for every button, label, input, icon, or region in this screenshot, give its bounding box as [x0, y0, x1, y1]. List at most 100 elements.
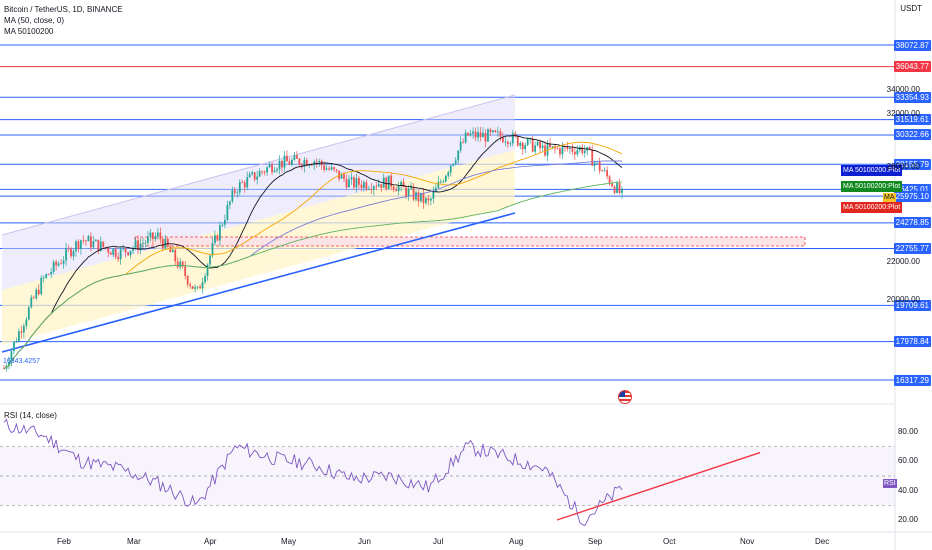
candle-body [204, 276, 206, 283]
price-label: 28155.79 [893, 158, 931, 170]
candle-body [85, 240, 87, 242]
price-label: 24278.85 [893, 217, 931, 229]
candle-body [482, 132, 484, 138]
candle-body [82, 240, 85, 242]
candle-body [499, 131, 502, 137]
candle-body [251, 172, 254, 175]
candle-body [228, 201, 231, 205]
candle-body [305, 159, 308, 166]
candle-body [233, 190, 236, 193]
candle-body [400, 182, 403, 186]
candle-body [315, 161, 318, 163]
candle-body [266, 167, 268, 173]
candle-body [474, 131, 477, 138]
candle-body [161, 239, 164, 249]
candle-body [516, 136, 519, 146]
candle-body [50, 272, 53, 275]
candle-body [137, 240, 139, 251]
candle-body [47, 274, 50, 275]
candle-body [497, 131, 499, 133]
time-axis-label: Apr [204, 537, 217, 546]
candle-body [10, 351, 13, 362]
candle-body [353, 177, 355, 188]
candle-body [226, 204, 229, 220]
candle-body [283, 155, 286, 168]
candle-body [571, 148, 574, 152]
candle-body [367, 188, 370, 190]
time-axis-label: May [281, 537, 297, 546]
candle-body [109, 252, 112, 255]
candle-body [544, 145, 546, 156]
candle-body [17, 331, 20, 342]
ma-plot-label: MA 50100200:Plot [841, 202, 903, 213]
channel-top-line [1, 94, 516, 236]
candle-body [72, 251, 75, 257]
candle-body [176, 261, 179, 268]
rsi-axis-tick: 40.00 [897, 485, 918, 495]
candle-body [425, 198, 427, 204]
candle-body [37, 289, 40, 295]
candle-body [492, 130, 494, 133]
candle-body [504, 141, 507, 143]
candle-body [392, 186, 395, 190]
candle-body [340, 174, 343, 179]
candle-body [601, 170, 604, 172]
candle-body [348, 179, 350, 188]
left-level-label: 16343.4257 [3, 358, 40, 365]
candle-body [248, 174, 251, 178]
us-flag-icon[interactable] [618, 390, 632, 404]
candle-body [149, 232, 152, 237]
rsi-title[interactable]: RSI (14, close) [4, 411, 57, 420]
candle-body [432, 191, 435, 199]
candle-body [156, 232, 159, 237]
candle-body [216, 235, 219, 241]
currency-label[interactable]: USDT [900, 4, 922, 13]
candle-body [288, 161, 291, 165]
candle-body [273, 170, 276, 173]
candle-body [323, 165, 326, 170]
candle-body [243, 182, 246, 188]
price-label: 25975.10 [893, 190, 931, 202]
candle-body [449, 165, 452, 173]
candle-body [189, 284, 192, 287]
candle-body [166, 238, 169, 247]
candle-body [169, 246, 172, 253]
candle-body [325, 168, 328, 170]
candle-body [221, 224, 224, 226]
chart-title[interactable]: Bitcoin / TetherUS, 1D, BINANCE [4, 5, 123, 14]
candle-body [365, 182, 368, 189]
candle-body [335, 169, 338, 171]
candle-body [99, 241, 102, 252]
candle-body [375, 186, 378, 188]
candle-body [345, 178, 348, 188]
candle-body [328, 168, 331, 170]
candle-body [211, 243, 214, 256]
candle-body [484, 132, 487, 142]
price-label: 30322.66 [893, 129, 931, 141]
candle-body [606, 170, 609, 177]
candle-body [613, 186, 616, 193]
time-axis-label: Sep [588, 537, 603, 546]
chart-legend: Bitcoin / TetherUS, 1D, BINANCE MA (50, … [4, 4, 123, 37]
candle-body [142, 243, 144, 244]
candle-body [129, 250, 132, 256]
candle-body [397, 185, 400, 192]
candle-body [459, 141, 462, 151]
candle-body [410, 187, 412, 189]
candle-body [191, 286, 194, 289]
ma50-legend[interactable]: MA (50, close, 0) [4, 16, 65, 25]
price-label: 17978.84 [893, 336, 931, 348]
candle-body [467, 132, 470, 136]
candle-body [372, 186, 375, 190]
candle-body [422, 192, 425, 204]
candle-body [253, 172, 256, 180]
candle-body [310, 164, 313, 166]
ma-custom-legend[interactable]: MA 50100200 [4, 27, 54, 36]
candle-body [420, 192, 422, 202]
candle-body [147, 236, 149, 243]
candle-body [370, 188, 373, 190]
candle-body [30, 297, 33, 308]
candle-body [405, 187, 407, 197]
candle-body [462, 141, 465, 143]
